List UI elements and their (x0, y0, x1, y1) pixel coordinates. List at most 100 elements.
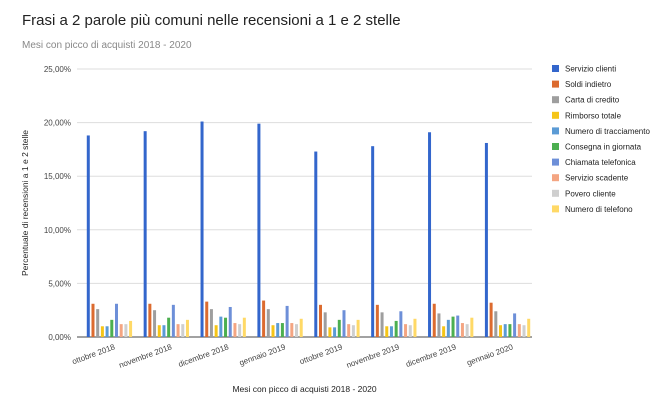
bar (200, 121, 204, 337)
bar (318, 304, 322, 337)
bar (404, 324, 408, 337)
bar (228, 306, 232, 337)
legend-label: Numero di tracciamento (565, 127, 650, 136)
bar (233, 323, 237, 337)
bar (513, 313, 517, 337)
bar (148, 303, 152, 337)
bar (96, 309, 100, 337)
bar (499, 325, 503, 337)
bar (91, 303, 95, 337)
bar (347, 324, 351, 337)
legend-swatch (552, 96, 559, 104)
bar (328, 327, 332, 337)
legend-label: Numero di telefono (565, 205, 633, 214)
bar (271, 325, 275, 337)
bar (176, 324, 180, 337)
legend-swatch (552, 174, 559, 182)
bar (333, 327, 337, 337)
legend-swatch (552, 143, 559, 150)
y-tick-label: 0,00% (48, 333, 71, 342)
bar (451, 316, 455, 337)
y-tick-label: 25,00% (44, 65, 71, 74)
legend-label: Consegna in giornata (565, 143, 642, 152)
bar (119, 324, 123, 337)
bar (129, 320, 133, 337)
x-tick-label: ottobre 2018 (71, 342, 117, 366)
x-tick-label: novembre 2019 (345, 342, 401, 370)
chart-subtitle: Mesi con picco di acquisti 2018 - 2020 (22, 40, 192, 51)
bar (299, 318, 303, 337)
bar (162, 325, 166, 337)
bar (242, 317, 246, 337)
bar (266, 309, 270, 337)
bar (124, 324, 128, 337)
bar (408, 325, 412, 337)
bar (110, 319, 114, 337)
x-tick-label: dicembre 2019 (405, 342, 458, 369)
bar (262, 300, 266, 337)
x-tick-label: ottobre 2019 (298, 342, 344, 366)
bar (351, 325, 355, 337)
bar (276, 323, 280, 337)
bar (371, 146, 375, 337)
bar (214, 325, 218, 337)
legend-label: Rimborso totale (565, 111, 622, 120)
legend-swatch (552, 111, 559, 119)
bar (114, 303, 118, 337)
bar (413, 318, 417, 337)
bar (295, 324, 299, 337)
bar (465, 324, 469, 337)
legend-label: Servizio scadente (565, 174, 629, 183)
bar (171, 304, 175, 337)
bar (100, 326, 104, 337)
bar (456, 315, 460, 337)
bar (153, 310, 157, 337)
bar (517, 324, 521, 337)
bar (185, 319, 189, 337)
bar (285, 305, 289, 337)
legend-swatch (552, 189, 559, 197)
bar (224, 317, 228, 337)
bar (356, 319, 360, 337)
bar (181, 324, 185, 337)
bar (385, 326, 389, 337)
bar (460, 323, 464, 337)
bar (489, 302, 493, 337)
bar (219, 316, 223, 337)
bar (508, 324, 512, 337)
bar (323, 312, 327, 337)
bar (470, 317, 474, 337)
legend-swatch (552, 65, 559, 72)
bar (432, 303, 436, 337)
bar (257, 123, 261, 337)
bar (280, 323, 284, 337)
x-axis-title: Mesi con picco di acquisti 2018 - 2020 (232, 384, 376, 394)
bar (380, 312, 384, 337)
bar (342, 310, 346, 337)
x-tick-label: dicembre 2018 (177, 342, 230, 369)
x-tick-label: gennaio 2019 (238, 342, 287, 367)
bar (209, 309, 213, 337)
y-tick-label: 5,00% (48, 279, 71, 288)
bar (394, 320, 398, 337)
bar (503, 324, 507, 337)
bar (494, 311, 498, 337)
bar (290, 323, 294, 337)
legend-swatch (552, 205, 559, 213)
bar (205, 301, 209, 337)
y-tick-label: 15,00% (44, 172, 71, 181)
bar (143, 131, 147, 337)
chart-title: Frasi a 2 parole più comuni nelle recens… (22, 12, 401, 29)
y-tick-label: 20,00% (44, 119, 71, 128)
bar (337, 319, 341, 337)
legend-swatch (552, 80, 559, 88)
legend-label: Chiamata telefonica (565, 158, 636, 167)
legend-label: Soldi indietro (565, 80, 612, 89)
bar (157, 325, 161, 337)
bar (428, 132, 432, 337)
legend-swatch (552, 158, 559, 166)
bar (314, 151, 318, 337)
bar (167, 317, 171, 337)
bar (446, 319, 450, 337)
